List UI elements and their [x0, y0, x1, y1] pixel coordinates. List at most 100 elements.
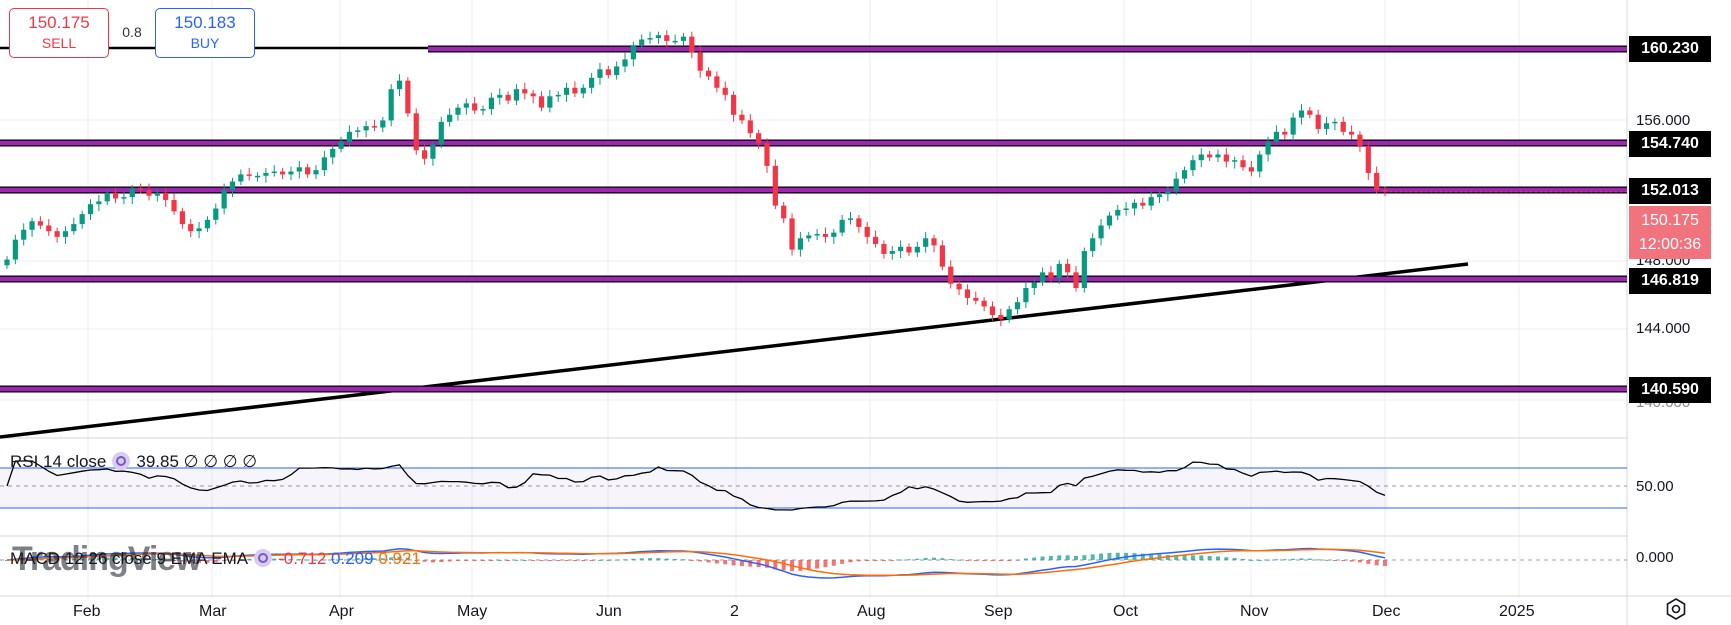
candle-body — [764, 143, 770, 166]
candle-body — [229, 181, 236, 191]
macd-histogram-bar — [531, 560, 536, 561]
candle-body — [1215, 154, 1221, 158]
rsi-value: 39.85 — [136, 452, 179, 471]
time-axis-label: Dec — [1372, 603, 1401, 620]
macd-histogram-bar — [698, 560, 703, 562]
macd-histogram-bar — [1082, 555, 1087, 560]
candle-body — [797, 238, 803, 250]
candle-body — [430, 144, 436, 159]
candle-body — [956, 283, 962, 290]
candle-body — [872, 236, 879, 244]
time-axis-label: Jun — [596, 603, 622, 620]
macd-histogram-bar — [798, 560, 803, 571]
buy-price: 150.183 — [174, 13, 236, 32]
candle-body — [4, 259, 10, 266]
candle-body — [572, 87, 578, 94]
macd-histogram-bar — [1282, 559, 1287, 561]
candle-body — [513, 89, 520, 101]
candle-body — [87, 204, 94, 215]
macd-histogram-bar — [322, 559, 327, 561]
macd-histogram-bar — [455, 560, 460, 561]
macd-histogram-bar — [1307, 558, 1312, 560]
candle-body — [1156, 194, 1163, 198]
candle-body — [1039, 272, 1046, 283]
macd-histogram-bar — [1048, 556, 1053, 560]
rsi-title: RSI 14 close — [10, 452, 107, 471]
rsi-axis-label: 50.00 — [1636, 478, 1674, 495]
candle-body — [1265, 141, 1271, 155]
macd-histogram-bar — [1199, 555, 1204, 560]
macd-histogram-bar — [1040, 556, 1045, 560]
macd-histogram-bar — [940, 558, 945, 560]
candle-body — [605, 69, 611, 75]
candle-body — [1340, 121, 1346, 132]
candle-body — [1131, 202, 1138, 209]
candle-body — [96, 201, 102, 205]
macd-histogram-bar — [305, 559, 310, 561]
macd-histogram-bar — [639, 558, 644, 560]
candle-body — [12, 239, 18, 260]
buy-button[interactable]: 150.183 BUY — [155, 8, 255, 58]
macd-histogram-bar — [597, 559, 602, 561]
macd-line-value: 0.209 — [331, 549, 374, 568]
macd-histogram-bar — [1090, 554, 1095, 560]
candle-body — [563, 87, 570, 95]
candle-body — [672, 40, 678, 43]
candle-body — [639, 39, 645, 46]
macd-histogram-bar — [1341, 560, 1346, 561]
macd-histogram-bar — [581, 560, 586, 561]
macd-histogram-bar — [764, 560, 769, 568]
candle-body — [1223, 154, 1229, 162]
candle-body — [179, 211, 185, 225]
macd-histogram-bar — [297, 559, 302, 561]
macd-legend[interactable]: MACD 12 26 close 9 EMA EMA -0.712 0.209 0… — [10, 549, 421, 569]
macd-histogram-bar — [1182, 555, 1187, 560]
candle-body — [330, 148, 336, 158]
macd-histogram-bar — [606, 559, 611, 561]
candle-body — [221, 190, 227, 209]
macd-histogram-bar — [781, 560, 786, 571]
time-axis-label: Aug — [857, 603, 886, 620]
candle-body — [1207, 154, 1213, 158]
sell-button[interactable]: 150.175 SELL — [9, 8, 109, 58]
macd-histogram-bar — [1215, 556, 1220, 560]
candle-body — [37, 221, 44, 226]
rsi-legend[interactable]: RSI 14 close 39.85 ∅ ∅ ∅ ∅ — [10, 452, 257, 472]
macd-histogram-bar — [631, 558, 636, 560]
candle-body — [722, 87, 728, 95]
indicator-settings-icon[interactable] — [112, 452, 131, 470]
level-price-tag: 146.819 — [1629, 268, 1711, 294]
candle-body — [271, 171, 277, 174]
macd-histogram-bar — [1249, 559, 1254, 561]
candle-body — [647, 38, 653, 40]
macd-histogram-bar — [63, 558, 68, 560]
candle-body — [455, 107, 461, 115]
candle-body — [238, 174, 244, 182]
candle-body — [664, 35, 670, 41]
candle-body — [547, 96, 553, 108]
macd-histogram-bar — [1007, 560, 1012, 561]
macd-histogram-bar — [380, 558, 385, 560]
macd-histogram-bar — [681, 559, 686, 561]
macd-histogram-bar — [414, 559, 419, 561]
candle-body — [1006, 309, 1012, 320]
candle-body — [622, 59, 628, 67]
candle-body — [288, 171, 294, 175]
macd-histogram-bar — [247, 558, 252, 560]
time-axis-label: 2 — [730, 603, 739, 620]
macd-histogram-bar — [556, 560, 561, 561]
macd-histogram-bar — [1065, 555, 1070, 560]
sell-price: 150.175 — [28, 13, 90, 32]
macd-histogram-bar — [1107, 552, 1112, 560]
candle-body — [246, 174, 252, 176]
settings-icon[interactable] — [1664, 597, 1688, 621]
macd-histogram-bar — [1332, 560, 1337, 561]
candle-body — [321, 157, 327, 171]
indicator-settings-icon[interactable] — [254, 549, 273, 567]
macd-histogram-bar — [623, 559, 628, 561]
candle-body — [188, 224, 194, 232]
candle-body — [973, 297, 979, 301]
macd-histogram-bar — [990, 560, 995, 561]
